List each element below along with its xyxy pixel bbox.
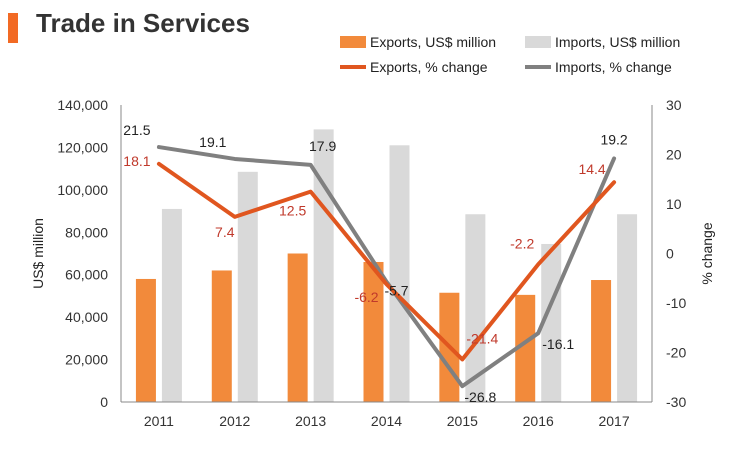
exports-bar-2017 — [591, 280, 612, 402]
legend-exports-us-million-swatch — [340, 36, 366, 48]
legend-exports-change-label: Exports, % change — [370, 59, 488, 75]
y-tick-label: 80,000 — [65, 224, 108, 240]
imports-bar-2014 — [389, 145, 410, 403]
imports-bar-2017 — [617, 214, 638, 402]
imports-pct-label-2012: 19.1 — [199, 134, 226, 150]
imports-pct-label-2016: -16.1 — [542, 336, 574, 352]
x-tick-label-2011: 2011 — [144, 413, 174, 429]
y2-tick-label: -10 — [666, 295, 686, 311]
y2-tick-label: -20 — [666, 345, 686, 361]
x-tick-label-2015: 2015 — [447, 413, 478, 429]
y2-axis-title: % change — [699, 222, 715, 284]
x-tick-label-2012: 2012 — [219, 413, 250, 429]
imports-pct-label-2015: -26.8 — [464, 389, 496, 405]
exports-pct-label-2014: -6.2 — [354, 289, 378, 305]
y2-tick-label: 20 — [666, 147, 682, 163]
x-tick-label-2013: 2013 — [295, 413, 326, 429]
imports-bar-2015 — [465, 214, 486, 402]
exports-bar-2016 — [515, 294, 536, 402]
x-tick-label-2017: 2017 — [598, 413, 629, 429]
y2-tick-label: 30 — [666, 97, 682, 113]
imports-bar-2013 — [313, 129, 334, 402]
y-tick-label: 120,000 — [57, 139, 108, 155]
imports-pct-label-2017: 19.2 — [600, 131, 627, 147]
exports-bar-2012 — [211, 270, 232, 402]
exports-pct-label-2012: 7.4 — [215, 224, 235, 240]
legend-imports-us-million-swatch — [525, 36, 551, 48]
y-tick-label: 100,000 — [57, 182, 108, 198]
imports-pct-label-2013: 17.9 — [309, 138, 336, 154]
exports-pct-label-2017: 14.4 — [578, 161, 605, 177]
x-tick-label-2014: 2014 — [371, 413, 402, 429]
exports-pct-label-2013: 12.5 — [279, 203, 306, 219]
legend-exports-us-million-label: Exports, US$ million — [370, 34, 496, 50]
y2-tick-label: 10 — [666, 196, 682, 212]
y-tick-label: 0 — [100, 394, 108, 410]
exports-bar-2011 — [135, 278, 156, 402]
legend-imports-change-label: Imports, % change — [555, 59, 672, 75]
exports-pct-label-2011: 18.1 — [123, 153, 150, 169]
imports-bar-2012 — [237, 171, 258, 402]
bars-group — [135, 129, 638, 403]
y-tick-label: 40,000 — [65, 309, 108, 325]
title-accent-bar — [8, 13, 18, 43]
imports-bar-2016 — [541, 243, 562, 402]
y-tick-label: 20,000 — [65, 352, 108, 368]
imports-bar-2011 — [161, 208, 182, 402]
exports-bar-2014 — [363, 261, 384, 402]
y-tick-label: 140,000 — [57, 97, 108, 113]
axes-group: 0 20,000 40,000 60,000 80,000 100,000 120,000 1… — [30, 97, 715, 429]
lines-group — [156, 145, 617, 389]
exports-bar-2013 — [287, 253, 308, 402]
y2-tick-label: -30 — [666, 394, 686, 410]
imports-pct-label-2014: -5.7 — [384, 283, 408, 299]
y2-tick-label: 0 — [666, 246, 674, 262]
y-axis-title: US$ million — [30, 218, 46, 289]
legend-imports-us-million-label: Imports, US$ million — [555, 34, 680, 50]
exports-pct-label-2015: -21.4 — [466, 330, 498, 346]
legend: Exports, US$ million Imports, US$ million… — [340, 34, 680, 75]
exports-pct-change-line — [156, 161, 617, 362]
x-tick-label-2016: 2016 — [523, 413, 554, 429]
imports-pct-label-2011: 21.5 — [123, 122, 150, 138]
y-tick-label: 60,000 — [65, 267, 108, 283]
exports-pct-label-2016: -2.2 — [510, 235, 534, 251]
data-labels-group: 21.5 19.1 17.9 -5.7 -26.8 -16.1 19.2 18.1 7.4 12.… — [123, 122, 628, 405]
page-title: Trade in Services — [36, 8, 250, 38]
